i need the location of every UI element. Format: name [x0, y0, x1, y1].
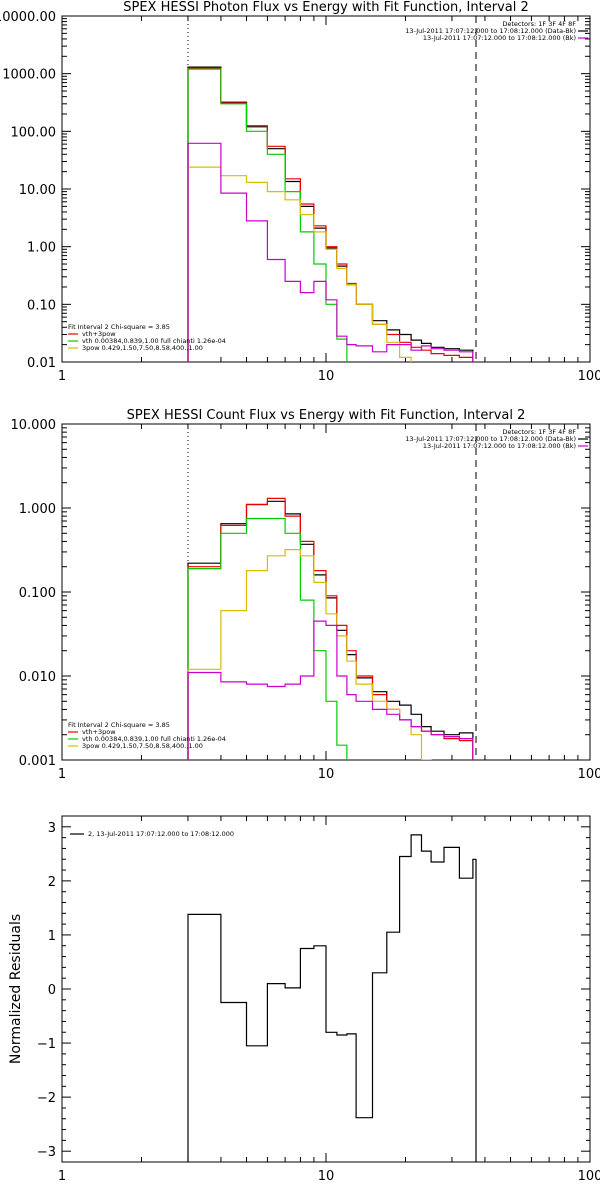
- y-tick-label: 100.00: [11, 125, 57, 140]
- legend-entry-label: 3pow 0.429,1.50,7.50,8.58,400.,1.00: [82, 742, 203, 750]
- x-tick-label: 10: [318, 1169, 335, 1184]
- y-tick-label: 1.000: [19, 502, 56, 517]
- y-tick-label: 1.00: [27, 241, 56, 256]
- x-tick-label: 100: [578, 767, 600, 782]
- y-tick-label: 1: [48, 929, 56, 944]
- series-line-1: [187, 497, 474, 760]
- series-line-3: [187, 549, 432, 760]
- x-tick-label: 100: [578, 1169, 600, 1184]
- y-tick-label: −1: [37, 1037, 56, 1052]
- y-tick-label: 0.010: [19, 670, 56, 685]
- legend-entry-label: vth 0.00384,0.839,1.00 full chianti 1.26…: [82, 337, 226, 345]
- y-tick-label: 1000.00: [2, 68, 56, 83]
- series-line-1: [187, 67, 474, 362]
- y-tick-label: 0.001: [19, 754, 56, 769]
- legend-entry-label: 3pow 0.429,1.50,7.50,8.58,400.,1.00: [82, 344, 203, 352]
- count-flux-panel: SPEX HESSI Count Flux vs Energy with Fit…: [11, 408, 600, 782]
- series-line-4: [187, 142, 474, 362]
- y-tick-label: 10000.00: [0, 10, 56, 25]
- series-line-4: [187, 620, 474, 760]
- legend-entry-label: vth+3pow: [82, 728, 116, 736]
- x-tick-label: 1: [58, 1169, 66, 1184]
- fit-legend-header: Fit Interval 2 Chi-square = 3.85: [68, 323, 170, 331]
- x-tick-label: 10: [318, 369, 335, 384]
- legend-entry-label: 13-Jul-2011 17:07:12.000 to 17:08:12.000…: [405, 27, 576, 35]
- photon-flux-panel: SPEX HESSI Photon Flux vs Energy with Fi…: [0, 0, 600, 384]
- y-tick-label: 10.000: [11, 418, 57, 433]
- y-tick-label: 3: [48, 821, 56, 836]
- detectors-label: Detectors: 1F 3F 4F 8F: [502, 20, 576, 28]
- legend-entry-label: 13-Jul-2011 17:07:12.000 to 17:08:12.000…: [405, 435, 576, 443]
- legend-entry-label: 13-Jul-2011 17:07:12.000 to 17:08:12.000…: [423, 34, 576, 42]
- x-tick-label: 1: [58, 369, 66, 384]
- legend-entry-label: vth+3pow: [82, 330, 116, 338]
- detectors-label: Detectors: 1F 3F 4F 8F: [502, 428, 576, 436]
- y-tick-label: −2: [37, 1091, 56, 1106]
- y-tick-label: 10.00: [19, 183, 56, 198]
- y-tick-label: −3: [37, 1145, 56, 1160]
- chart-title: SPEX HESSI Count Flux vs Energy with Fit…: [127, 408, 526, 423]
- series-line-0: [187, 500, 474, 760]
- y-tick-label: 2: [48, 875, 56, 890]
- chart-title: SPEX HESSI Photon Flux vs Energy with Fi…: [123, 0, 529, 15]
- series-line-3: [187, 166, 412, 362]
- series-group: [187, 497, 474, 760]
- x-tick-label: 100: [578, 369, 600, 384]
- series-group: [187, 66, 474, 362]
- y-axis-label: Normalized Residuals: [8, 914, 24, 1064]
- residuals-panel: 1 10 100 −3 −2 −1 0 1 2 3 Normalized Residuals 2, 1…: [8, 815, 600, 1184]
- y-tick-label: 0.01: [27, 356, 56, 371]
- y-tick-label: 0: [48, 983, 56, 998]
- series-group: [187, 834, 477, 1162]
- y-tick-label: 0.10: [27, 298, 56, 313]
- series-line-2: [187, 517, 348, 760]
- legend-entry-label: 2, 13-Jul-2011 17:07:12.000 to 17:08:12.…: [88, 830, 234, 838]
- series-line-0: [187, 66, 474, 362]
- x-tick-label: 1: [58, 767, 66, 782]
- series-line-0: [187, 834, 477, 1162]
- fit-legend-header: Fit Interval 2 Chi-square = 3.85: [68, 721, 170, 729]
- x-tick-label: 10: [318, 767, 335, 782]
- plot-frame: [61, 15, 591, 363]
- legend-entry-label: 13-Jul-2011 17:07:12.000 to 17:08:12.000…: [423, 442, 576, 450]
- series-line-2: [187, 68, 348, 362]
- legend-entry-label: vth 0.00384,0.839,1.00 full chianti 1.26…: [82, 735, 226, 743]
- y-tick-label: 0.100: [19, 586, 56, 601]
